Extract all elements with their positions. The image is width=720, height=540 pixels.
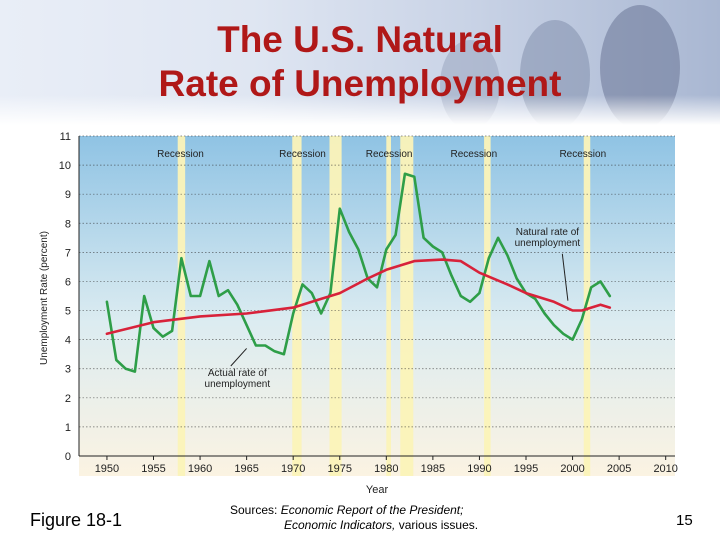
- y-tick-label: 9: [65, 189, 71, 201]
- y-axis-label: Unemployment Rate (percent): [39, 231, 50, 365]
- y-tick-label: 4: [65, 335, 71, 347]
- y-tick-label: 2: [65, 393, 71, 405]
- header-banner: [0, 0, 720, 125]
- unemployment-chart: 0 1 2 3 4 5 6 7 8 9 10 11 1950 1955 1960 1965 1970 1975 19…: [39, 131, 678, 496]
- actual-rate-annotation-line2: unemployment: [205, 379, 271, 390]
- title-line-2: Rate of Unemployment: [158, 63, 562, 104]
- sources-note: Sources: Economic Report of the Presiden…: [230, 503, 490, 533]
- sources-title-1: Economic Report of the President;: [280, 503, 464, 517]
- slide-title: The U.S. Natural Rate of Unemployment: [0, 18, 720, 106]
- recession-band: [329, 136, 342, 476]
- x-tick-label: 1970: [281, 463, 305, 475]
- recession-label: Recession: [450, 149, 497, 160]
- recession-band: [400, 136, 414, 476]
- recession-band: [177, 136, 186, 476]
- recession-label: Recession: [559, 149, 606, 160]
- x-tick-label: 1965: [234, 463, 258, 475]
- recession-label: Recession: [366, 149, 413, 160]
- x-tick-label: 1975: [328, 463, 352, 475]
- x-tick-label: 1995: [514, 463, 538, 475]
- x-tick-label: 2000: [560, 463, 584, 475]
- actual-rate-pointer: [230, 348, 247, 367]
- x-tick-label: 1950: [95, 463, 119, 475]
- natural-rate-annotation-line2: unemployment: [515, 238, 581, 249]
- y-tick-label: 1: [65, 422, 71, 434]
- recession-band: [386, 136, 391, 476]
- sources-prefix: Sources:: [230, 503, 281, 517]
- y-tick-label: 11: [60, 131, 71, 143]
- x-tick-label: 1990: [467, 463, 491, 475]
- y-tick-label: 8: [65, 218, 71, 230]
- y-tick-label: 10: [59, 160, 71, 172]
- sources-title-2: Economic Indicators,: [284, 518, 396, 532]
- recession-label: Recession: [157, 149, 204, 160]
- x-axis-label: Year: [366, 484, 389, 496]
- x-tick-label: 1980: [374, 463, 398, 475]
- y-tick-label: 5: [65, 306, 71, 318]
- natural-rate-pointer: [561, 253, 569, 301]
- recession-label: Recession: [279, 149, 326, 160]
- y-tick-label: 0: [65, 451, 71, 463]
- recession-band: [484, 136, 491, 476]
- x-tick-label: 1960: [188, 463, 212, 475]
- title-line-1: The U.S. Natural: [217, 19, 503, 60]
- y-tick-label: 3: [65, 364, 71, 376]
- actual-rate-annotation-line1: Actual rate of: [208, 368, 267, 379]
- banner-fade: [0, 95, 720, 125]
- x-tick-label: 2010: [653, 463, 677, 475]
- page-number: 15: [676, 512, 693, 529]
- x-tick-label: 1955: [141, 463, 165, 475]
- x-tick-label: 1985: [421, 463, 445, 475]
- figure-label: Figure 18-1: [30, 510, 123, 530]
- sources-suffix: various issues.: [395, 518, 479, 532]
- x-tick-label: 2005: [607, 463, 631, 475]
- natural-rate-annotation-line1: Natural rate of: [516, 227, 580, 238]
- natural-rate-line: [105, 258, 612, 336]
- y-tick-label: 6: [65, 276, 71, 288]
- y-tick-label: 7: [65, 247, 71, 259]
